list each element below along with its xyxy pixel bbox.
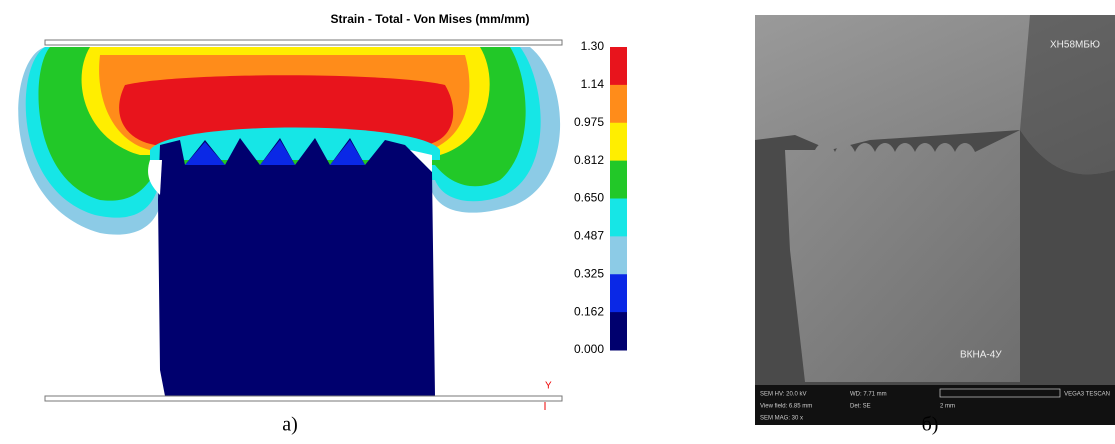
- colorbar-label: 0.975: [574, 115, 604, 129]
- colorbar-band: [610, 123, 627, 161]
- colorbar-label: 0.325: [574, 266, 604, 280]
- sem-info: 2 mm: [940, 404, 955, 410]
- colorbar-band: [610, 312, 627, 350]
- colorbar-label: 0.812: [574, 153, 604, 167]
- sem-info: WD: 7.71 mm: [850, 392, 887, 398]
- fem-panel: Strain - Total - Von Mises (mm/mm) Y 1.3…: [18, 12, 627, 435]
- sem-block: [785, 130, 1020, 382]
- colorbar-label: 0.650: [574, 191, 604, 205]
- sem-info: VEGA3 TESCAN: [1064, 392, 1110, 398]
- sem-panel: ХН58МБЮ ВКНА-4У SEM HV: 20.0 kV WD: 7.71…: [755, 15, 1115, 436]
- colorbar-band: [610, 274, 627, 312]
- colorbar-label: 0.487: [574, 229, 604, 243]
- colorbar-band: [610, 199, 627, 237]
- colorbar-band: [610, 85, 627, 123]
- stem: [158, 138, 435, 396]
- colorbar-label: 1.14: [581, 77, 605, 91]
- colorbar-band: [610, 236, 627, 274]
- sem-info: Det: SE: [850, 404, 871, 410]
- caption-a: а): [282, 414, 298, 436]
- axis-label: Y: [545, 381, 552, 392]
- colorbar-label: 1.30: [581, 39, 605, 53]
- colorbar-band: [610, 47, 627, 85]
- sem-bottom-label: ВКНА-4У: [960, 350, 1002, 361]
- sem-info: View field: 6.85 mm: [760, 404, 812, 410]
- sem-info: SEM HV: 20.0 kV: [760, 392, 806, 398]
- sem-info: SEM MAG: 30 x: [760, 416, 803, 422]
- legend-title: Strain - Total - Von Mises (mm/mm): [331, 12, 530, 26]
- colorbar-label: 0.162: [574, 304, 604, 318]
- figure: Strain - Total - Von Mises (mm/mm) Y 1.3…: [0, 0, 1115, 439]
- bottom-plate: [45, 396, 562, 401]
- colorbar: 1.30 1.14 0.975 0.812 0.650 0.487 0.325 0.162 0.…: [574, 39, 627, 356]
- caption-b: б): [922, 414, 939, 436]
- top-plate: [45, 40, 562, 45]
- sem-top-label: ХН58МБЮ: [1050, 40, 1100, 51]
- colorbar-label: 0.000: [574, 342, 604, 356]
- colorbar-band: [610, 161, 627, 199]
